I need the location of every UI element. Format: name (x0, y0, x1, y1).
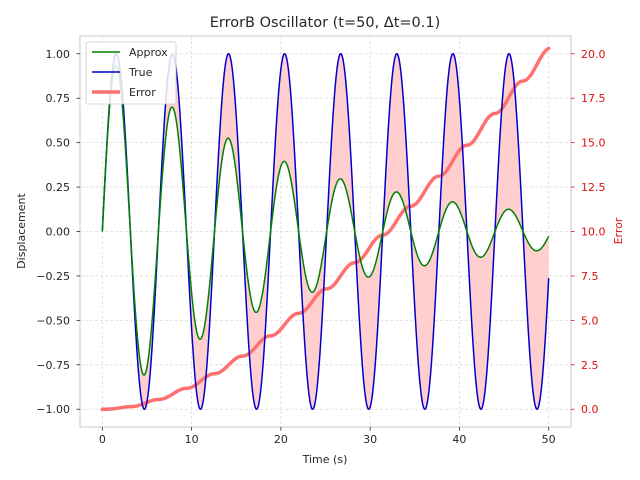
series-lines (100, 46, 551, 411)
legend: Approx True Error (85, 41, 177, 105)
legend-box (85, 41, 177, 105)
x-tick-label: 0 (99, 433, 106, 446)
left-tick-label: 0.25 (46, 181, 71, 194)
right-tick-label: 2.5 (581, 359, 599, 372)
left-tick-label: 0.50 (46, 137, 71, 150)
x-tick-label: 40 (452, 433, 466, 446)
right-tick-label: 5.0 (581, 314, 599, 327)
right-tick-label: 15.0 (581, 137, 606, 150)
left-tick-label: 0.00 (46, 226, 71, 239)
x-tick-label: 50 (542, 433, 556, 446)
difference-fill (102, 53, 549, 410)
right-tick-label: 20.0 (581, 48, 606, 61)
legend-label-true: True (128, 66, 153, 79)
x-axis-label: Time (s) (302, 453, 348, 466)
left-axis-label: Displacement (15, 193, 28, 269)
right-tick-label: 7.5 (581, 270, 599, 283)
right-tick-label: 12.5 (581, 181, 606, 194)
x-tick-label: 30 (363, 433, 377, 446)
series-line-true (101, 52, 550, 411)
right-tick-label: 10.0 (581, 226, 606, 239)
left-tick-label: −0.50 (36, 314, 70, 327)
chart-title: ErrorB Oscillator (t=50, Δt=0.1) (210, 15, 441, 31)
grid (80, 36, 571, 427)
series-line-approx (101, 65, 550, 376)
left-tick-label: 1.00 (46, 48, 71, 61)
left-tick-label: −0.75 (36, 359, 70, 372)
right-tick-label: 0.0 (581, 403, 599, 416)
left-tick-label: −1.00 (36, 403, 70, 416)
x-tick-label: 20 (274, 433, 288, 446)
legend-label-error: Error (129, 86, 156, 99)
left-axis-ticks: −1.00 −0.75 −0.50 −0.25 0.00 0.25 0.50 0.75 1.00 (36, 48, 80, 416)
left-tick-label: 0.75 (46, 92, 71, 105)
fill-between-true-approx (102, 53, 549, 410)
x-tick-label: 10 (185, 433, 199, 446)
right-axis-ticks: 0.0 2.5 5.0 7.5 10.0 12.5 15.0 17.5 20.0 (571, 48, 606, 416)
left-tick-label: −0.25 (36, 270, 70, 283)
legend-label-approx: Approx (129, 46, 168, 59)
x-axis-ticks: 0 10 20 30 40 50 (99, 427, 556, 446)
series-line-error (100, 46, 551, 411)
right-tick-label: 17.5 (581, 92, 606, 105)
right-axis-label: Error (612, 217, 625, 244)
